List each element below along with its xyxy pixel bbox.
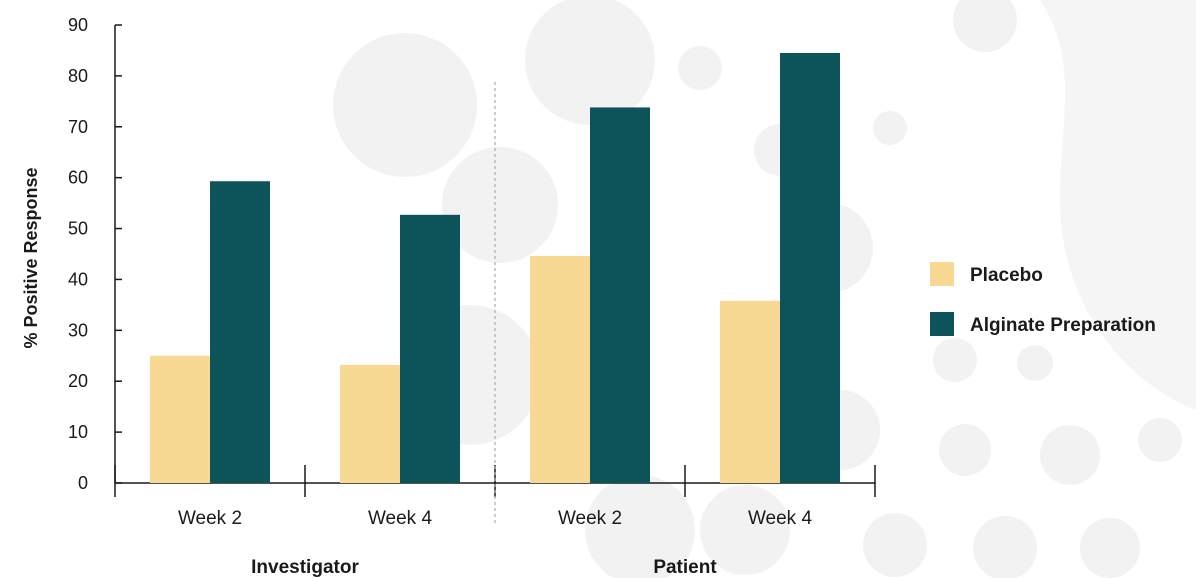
y-tick-label: 0	[78, 473, 88, 493]
y-tick-label: 90	[68, 15, 88, 35]
y-tick-label: 50	[68, 219, 88, 239]
legend-swatch	[930, 312, 954, 336]
group-label: Investigator	[251, 557, 359, 578]
y-tick-label: 30	[68, 320, 88, 340]
x-category-label: Week 2	[178, 508, 242, 529]
legend-swatch	[930, 262, 954, 286]
bar-placebo	[150, 355, 210, 483]
y-tick-label: 80	[68, 66, 88, 86]
y-tick-label: 70	[68, 117, 88, 137]
y-axis-label: % Positive Response	[21, 167, 41, 348]
bar-placebo	[530, 256, 590, 483]
labels: Week 2 Week 4 Week 2 Week 4 Investigator Pati…	[178, 508, 813, 578]
x-category-label: Week 4	[368, 508, 433, 529]
legend: Placebo Alginate Preparation	[930, 262, 1156, 336]
background-decoration	[333, 0, 1196, 578]
x-category-label: Week 2	[558, 508, 622, 529]
y-tick-label: 40	[68, 269, 88, 289]
y-tick-label: 10	[68, 422, 88, 442]
bar-placebo	[340, 364, 400, 483]
bars	[150, 52, 840, 483]
bar-alginate-preparation	[400, 214, 460, 483]
bar-alginate-preparation	[210, 181, 270, 483]
y-tick-label: 60	[68, 168, 88, 188]
y-tick-label: 20	[68, 371, 88, 391]
legend-label: Placebo	[970, 265, 1043, 286]
bar-placebo	[720, 300, 780, 483]
legend-label: Alginate Preparation	[970, 315, 1156, 336]
bar-alginate-preparation	[590, 107, 650, 483]
group-label: Patient	[653, 557, 717, 578]
bar-alginate-preparation	[780, 52, 840, 483]
x-category-label: Week 4	[748, 508, 813, 529]
